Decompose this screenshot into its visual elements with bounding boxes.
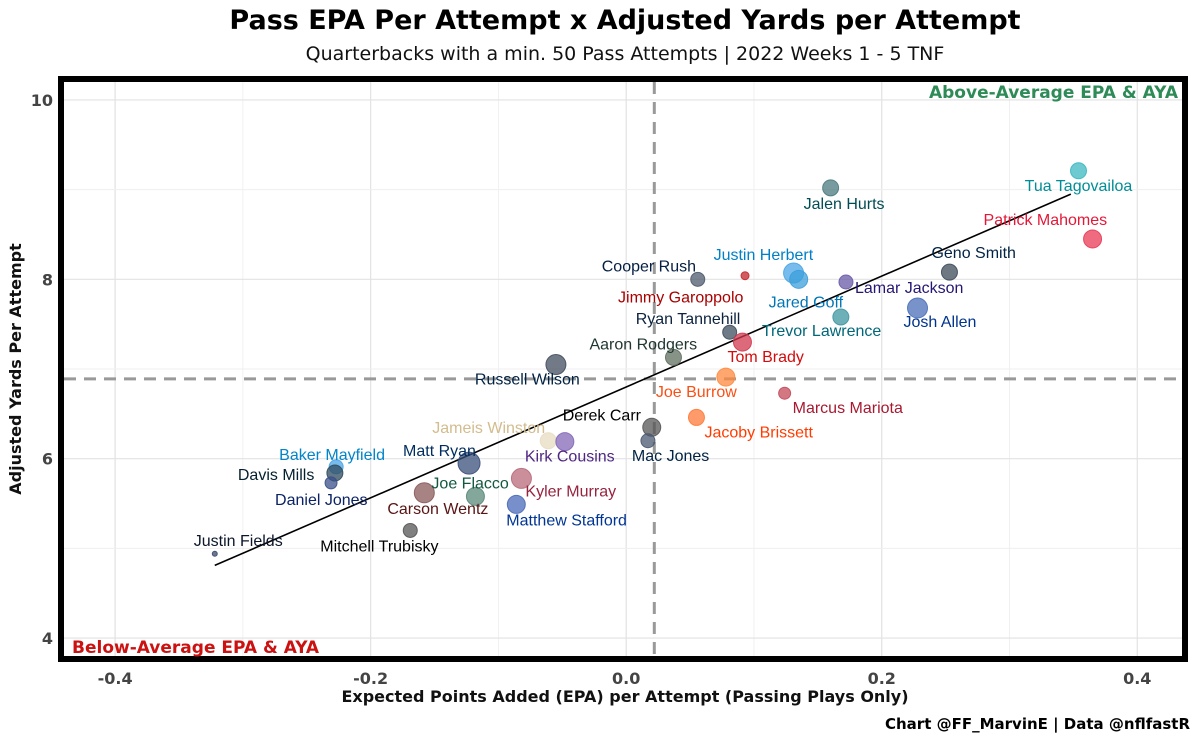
point-labels: Tua Tagovailoa Jalen Hurts Patrick Mahomes… (194, 178, 1133, 556)
point-justin-fields (212, 551, 217, 556)
point-label-matthew-stafford: Matthew Stafford (506, 512, 627, 529)
x-tick-label: 0.2 (868, 669, 896, 688)
point-tua-tagovailoa (1071, 163, 1087, 179)
x-tick-label: 0.0 (612, 669, 640, 688)
point-label-jacoby-brissett: Jacoby Brissett (704, 424, 813, 441)
point-label-justin-fields: Justin Fields (194, 533, 283, 550)
point-label-carson-wentz: Carson Wentz (387, 501, 488, 518)
point-label-tua-tagovailoa: Tua Tagovailoa (1025, 178, 1133, 195)
chart-subtitle: Quarterbacks with a min. 50 Pass Attempt… (306, 43, 945, 65)
x-tick-label: -0.2 (353, 669, 388, 688)
y-tick-labels: 4 6 8 10 (31, 91, 53, 648)
point-label-kirk-cousins: Kirk Cousins (525, 449, 615, 466)
point-lamar-jackson (839, 275, 853, 289)
point-label-jalen-hurts: Jalen Hurts (804, 196, 885, 213)
point-label-mitchell-trubisky: Mitchell Trubisky (320, 538, 438, 555)
point-label-ryan-tannehill: Ryan Tannehill (636, 311, 741, 328)
y-tick-label: 4 (42, 629, 53, 648)
point-label-mac-jones: Mac Jones (632, 448, 709, 465)
x-tick-label: -0.4 (98, 669, 133, 688)
point-label-kyler-murray: Kyler Murray (525, 483, 616, 500)
point-jalen-hurts (823, 180, 839, 196)
point-jimmy-garoppolo (741, 272, 749, 280)
x-axis-label: Expected Points Added (EPA) per Attempt … (341, 687, 908, 706)
point-geno-smith (941, 264, 957, 280)
point-label-josh-allen: Josh Allen (904, 314, 977, 331)
grid-lines (64, 82, 1182, 656)
point-label-baker-mayfield: Baker Mayfield (279, 447, 385, 464)
point-jacoby-brissett (688, 409, 704, 425)
point-label-justin-herbert: Justin Herbert (714, 247, 814, 264)
quadrant-label-below-average: Below-Average EPA & AYA (72, 638, 320, 658)
y-tick-label: 8 (42, 270, 53, 289)
point-mitchell-trubisky (403, 523, 417, 537)
point-label-aaron-rodgers: Aaron Rodgers (589, 336, 697, 353)
point-label-joe-burrow: Joe Burrow (656, 384, 737, 401)
point-label-cooper-rush: Cooper Rush (602, 258, 696, 275)
quadrant-label-above-average: Above-Average EPA & AYA (929, 83, 1179, 103)
x-tick-labels: -0.4 -0.2 0.0 0.2 0.4 (98, 669, 1152, 688)
point-label-russell-wilson: Russell Wilson (475, 372, 580, 389)
x-tick-label: 0.4 (1123, 669, 1151, 688)
point-label-joe-flacco: Joe Flacco (431, 475, 508, 492)
point-label-trevor-lawrence: Trevor Lawrence (762, 323, 882, 340)
point-label-derek-carr: Derek Carr (563, 407, 642, 424)
point-jared-goff (790, 270, 808, 288)
point-derek-carr (643, 418, 661, 436)
point-mac-jones (641, 434, 655, 448)
point-label-patrick-mahomes: Patrick Mahomes (984, 212, 1108, 229)
point-label-jared-goff: Jared Goff (769, 294, 844, 311)
y-tick-label: 6 (42, 450, 53, 469)
point-label-tom-brady: Tom Brady (727, 349, 803, 366)
point-label-geno-smith: Geno Smith (931, 245, 1015, 262)
point-label-marcus-mariota: Marcus Mariota (793, 400, 903, 417)
point-label-davis-mills: Davis Mills (238, 467, 314, 484)
point-label-matt-ryan: Matt Ryan (403, 443, 476, 460)
point-label-daniel-jones: Daniel Jones (275, 492, 368, 509)
chart-caption: Chart @FF_MarvinE | Data @nflfastR (885, 715, 1190, 734)
point-daniel-jones (325, 477, 337, 489)
y-axis-label: Adjusted Yards Per Attempt (6, 243, 25, 495)
point-label-jameis-winston: Jameis Winston (432, 420, 545, 437)
chart-title: Pass EPA Per Attempt x Adjusted Yards pe… (229, 5, 1020, 36)
point-patrick-mahomes (1084, 230, 1102, 248)
y-tick-label: 10 (31, 91, 53, 110)
point-marcus-mariota (779, 387, 791, 399)
point-label-lamar-jackson: Lamar Jackson (855, 280, 964, 297)
point-label-jimmy-garoppolo: Jimmy Garoppolo (618, 290, 743, 307)
point-matthew-stafford (507, 495, 525, 513)
